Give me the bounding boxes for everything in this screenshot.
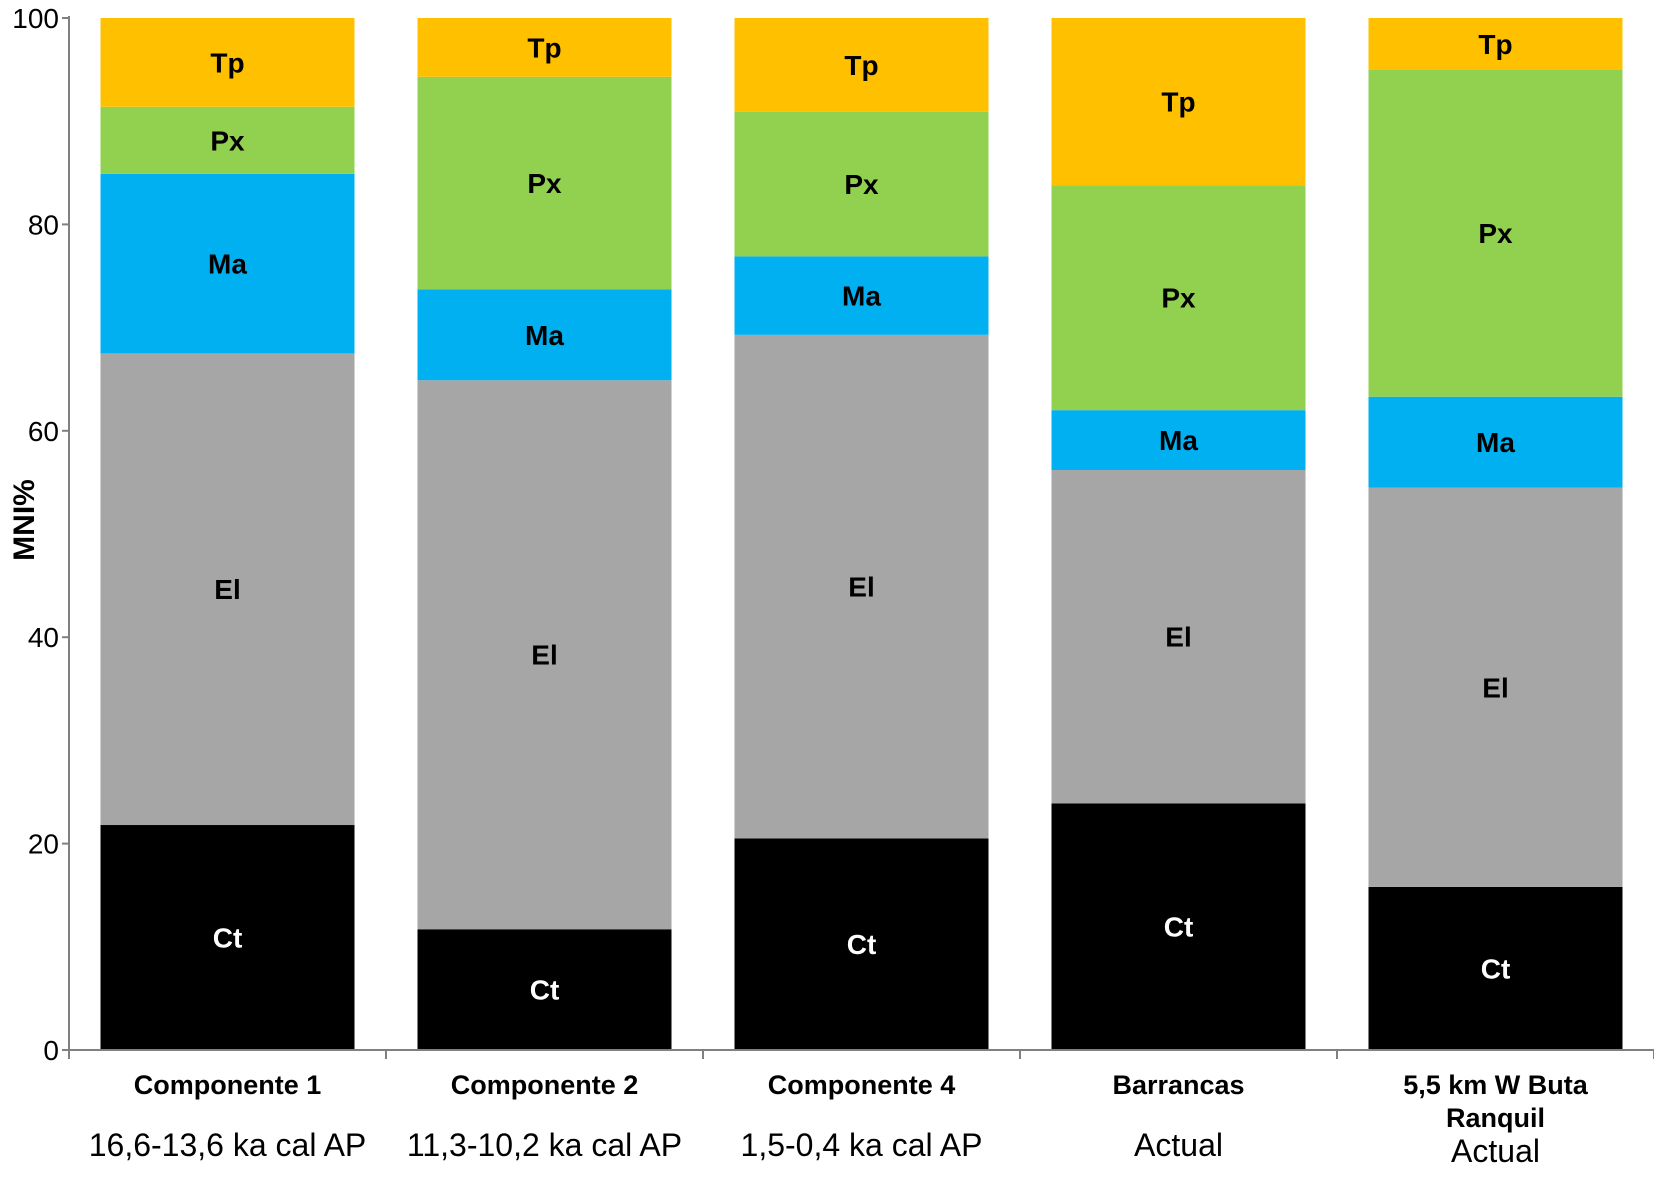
bar-segment-ma-4 (1051, 410, 1306, 471)
segment-label-ma-2: Ma (525, 320, 564, 351)
bars-layer: Ct El Ma Px Tp Ct El Ma Px Tp Ct El Ma Px Tp Ct El Ma Px Tp… (100, 18, 1623, 1050)
bar-segment-el-5 (1368, 487, 1623, 887)
segment-label-el-3: El (848, 572, 874, 603)
segment-label-tp-4: Tp (1161, 87, 1195, 118)
bar-segment-el-3 (734, 334, 989, 839)
axes-layer: Componente 1 16,6-13,6 ka cal AP Component… (12, 3, 1654, 1169)
bar-segment-tp-2 (417, 18, 672, 77)
bar-segment-px-2 (417, 76, 672, 290)
segment-label-ct-1: Ct (213, 923, 243, 954)
bar-segment-tp-1 (100, 18, 355, 107)
segment-label-el-5: El (1482, 672, 1508, 703)
bar-segment-ct-4 (1051, 803, 1306, 1050)
y-tick-label-20: 20 (28, 829, 59, 860)
bar-segment-tp-5 (1368, 18, 1623, 70)
bar-segment-el-4 (1051, 470, 1306, 804)
category-label-1: Componente 1 (134, 1070, 322, 1100)
segment-label-tp-5: Tp (1478, 29, 1512, 60)
bar-segment-ma-5 (1368, 396, 1623, 488)
segment-label-ma-4: Ma (1159, 425, 1198, 456)
segment-label-el-1: El (214, 574, 240, 605)
segment-label-px-5: Px (1478, 218, 1513, 249)
y-tick-label-60: 60 (28, 416, 59, 447)
bar-segment-ct-1 (100, 825, 355, 1050)
segment-label-ct-3: Ct (847, 929, 877, 960)
category-sublabel-3: 1,5-0,4 ka cal AP (741, 1127, 983, 1163)
segment-label-ma-3: Ma (842, 281, 881, 312)
segment-label-tp-2: Tp (527, 32, 561, 63)
bar-segment-px-3 (734, 111, 989, 257)
bar-segment-px-1 (100, 106, 355, 174)
segment-label-tp-1: Tp (210, 47, 244, 78)
segment-label-el-2: El (531, 640, 557, 671)
bar-segment-ct-2 (417, 929, 672, 1050)
segment-label-ct-5: Ct (1481, 953, 1511, 984)
bar-segment-px-4 (1051, 185, 1306, 411)
bar-segment-ma-1 (100, 173, 355, 354)
y-tick-label-100: 100 (12, 3, 59, 34)
segment-label-ma-1: Ma (208, 249, 247, 280)
category-label-2: Componente 2 (451, 1070, 639, 1100)
category-label-3: Componente 4 (768, 1070, 956, 1100)
segment-label-px-1: Px (210, 125, 245, 156)
bar-segment-px-5 (1368, 69, 1623, 397)
segment-label-ma-5: Ma (1476, 427, 1515, 458)
y-axis-title: MNI% (8, 479, 41, 561)
category-label-5: 5,5 km W Buta Ranquil (1403, 1070, 1589, 1133)
category-sublabel-4: Actual (1134, 1127, 1223, 1163)
category-label-4: Barrancas (1112, 1070, 1244, 1100)
bar-segment-el-2 (417, 380, 672, 930)
y-tick-label-80: 80 (28, 209, 59, 240)
bar-segment-ma-3 (734, 256, 989, 335)
bar-segment-tp-3 (734, 18, 989, 112)
bar-segment-ct-3 (734, 838, 989, 1050)
segment-label-tp-3: Tp (844, 50, 878, 81)
y-tick-label-40: 40 (28, 622, 59, 653)
bar-segment-ct-5 (1368, 886, 1623, 1050)
segment-label-ct-2: Ct (530, 975, 560, 1006)
bar-segment-tp-4 (1051, 18, 1306, 186)
segment-label-px-2: Px (527, 168, 562, 199)
y-tick-label-0: 0 (43, 1035, 59, 1066)
bar-segment-el-1 (100, 353, 355, 826)
category-sublabel-2: 11,3-10,2 ka cal AP (407, 1127, 682, 1163)
segment-label-px-3: Px (844, 169, 879, 200)
segment-label-el-4: El (1165, 622, 1191, 653)
segment-label-px-4: Px (1161, 283, 1196, 314)
category-sublabel-1: 16,6-13,6 ka cal AP (89, 1127, 367, 1163)
category-sublabel-5: Actual (1451, 1133, 1540, 1169)
bar-segment-ma-2 (417, 289, 672, 381)
segment-label-ct-4: Ct (1164, 912, 1194, 943)
